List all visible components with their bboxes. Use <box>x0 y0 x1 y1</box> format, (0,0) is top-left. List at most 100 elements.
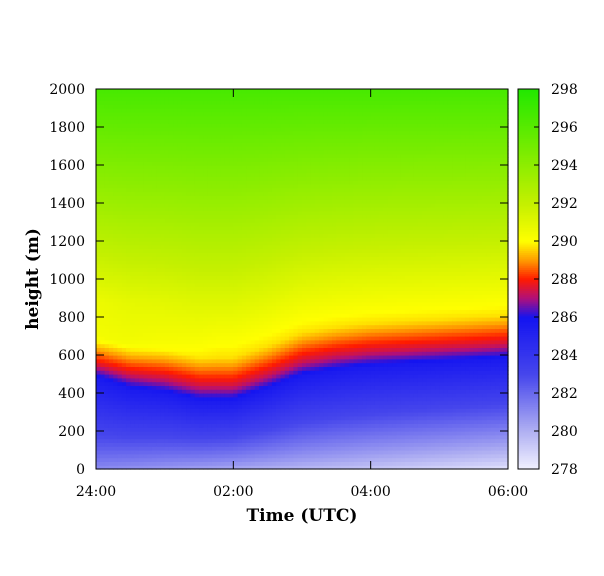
heatmap-cell <box>271 465 277 470</box>
heatmap-cell <box>186 290 192 295</box>
heatmap-cell <box>280 438 286 443</box>
heatmap-cell <box>263 206 269 212</box>
heatmap-cell <box>250 241 256 246</box>
heatmap-cell <box>104 347 110 352</box>
heatmap-cell <box>186 248 192 253</box>
heatmap-cell <box>297 203 303 208</box>
heatmap-cell <box>100 191 106 196</box>
heatmap-cell <box>143 404 149 409</box>
heatmap-cell <box>211 237 217 242</box>
heatmap-cell <box>220 446 226 451</box>
heatmap-cell <box>241 400 247 405</box>
heatmap-cell <box>229 111 234 117</box>
heatmap-cell <box>147 206 153 212</box>
heatmap-cell <box>117 389 123 394</box>
heatmap-cell <box>117 225 123 231</box>
heatmap-cell <box>229 176 234 181</box>
heatmap-cell <box>186 434 192 440</box>
heatmap-cell <box>203 123 209 128</box>
heatmap-cell <box>207 328 213 333</box>
heatmap-cell <box>177 446 183 451</box>
heatmap-cell <box>164 195 170 200</box>
heatmap-cell <box>224 267 230 272</box>
heatmap-cell <box>250 282 256 288</box>
heatmap-cell <box>224 339 230 345</box>
heatmap-cell <box>293 123 299 128</box>
heatmap-cell <box>108 187 114 193</box>
heatmap-cell <box>108 241 114 246</box>
heatmap-cell <box>289 191 295 196</box>
heatmap-cell <box>186 328 192 333</box>
heatmap-cell <box>293 161 299 166</box>
heatmap-cell <box>289 237 295 242</box>
heatmap-cell <box>237 248 243 253</box>
heatmap-cell <box>289 199 295 204</box>
heatmap-cell <box>271 415 277 421</box>
heatmap-cell <box>156 89 161 94</box>
heatmap-cell <box>177 339 183 345</box>
heatmap-cell <box>121 165 127 170</box>
heatmap-cell <box>190 206 196 212</box>
heatmap-cell <box>229 450 234 455</box>
heatmap-cell <box>126 146 131 151</box>
heatmap-cell <box>121 415 127 421</box>
heatmap-cell <box>306 343 312 348</box>
heatmap-cell <box>254 142 260 147</box>
heatmap-cell <box>271 199 277 204</box>
heatmap-cell <box>130 119 136 124</box>
heatmap-cell <box>302 161 307 166</box>
heatmap-cell <box>229 298 234 303</box>
heatmap-cell <box>263 237 269 242</box>
heatmap-cell <box>199 229 204 234</box>
heatmap-cell <box>280 237 286 242</box>
heatmap-cell <box>147 271 153 276</box>
heatmap-cell <box>229 366 234 371</box>
heatmap-cell <box>211 431 217 436</box>
heatmap-cell <box>160 195 166 200</box>
heatmap-cell <box>126 180 131 185</box>
heatmap-cell <box>280 400 286 405</box>
heatmap-cell <box>267 111 273 117</box>
heatmap-cell <box>306 206 312 212</box>
heatmap-cell <box>254 408 260 413</box>
heatmap-cell <box>216 374 222 379</box>
heatmap-cell <box>246 241 252 246</box>
heatmap-cell <box>108 130 114 136</box>
heatmap-cell <box>160 393 166 398</box>
heatmap-cell <box>108 127 114 132</box>
heatmap-cell <box>203 362 209 367</box>
heatmap-cell <box>289 328 295 333</box>
heatmap-cell <box>237 389 243 394</box>
heatmap-cell <box>199 381 204 386</box>
heatmap-cell <box>100 419 106 424</box>
heatmap-cell <box>104 332 110 337</box>
heatmap-cell <box>168 438 174 443</box>
heatmap-cell <box>151 351 157 356</box>
heatmap-cell <box>259 248 264 253</box>
heatmap-cell <box>199 237 204 242</box>
heatmap-cell <box>199 248 204 253</box>
heatmap-cell <box>284 153 290 158</box>
heatmap-cell <box>113 404 119 409</box>
heatmap-cell <box>302 393 307 398</box>
heatmap-cell <box>207 313 213 318</box>
heatmap-cell <box>267 172 273 177</box>
heatmap-cell <box>121 248 127 253</box>
heatmap-cell <box>246 396 252 402</box>
heatmap-cell <box>126 301 131 307</box>
heatmap-cell <box>203 149 209 155</box>
heatmap-cell <box>117 104 123 109</box>
heatmap-cell <box>177 275 183 280</box>
heatmap-cell <box>108 233 114 238</box>
heatmap-cell <box>259 127 264 132</box>
heatmap-cell <box>104 119 110 124</box>
heatmap-cell <box>284 241 290 246</box>
heatmap-cell <box>194 343 200 348</box>
heatmap-cell <box>233 282 239 288</box>
heatmap-cell <box>237 252 243 257</box>
heatmap-cell <box>138 229 144 234</box>
heatmap-cell <box>134 385 140 390</box>
heatmap-cell <box>276 457 282 462</box>
heatmap-cell <box>237 423 243 428</box>
heatmap-cell <box>173 457 179 462</box>
